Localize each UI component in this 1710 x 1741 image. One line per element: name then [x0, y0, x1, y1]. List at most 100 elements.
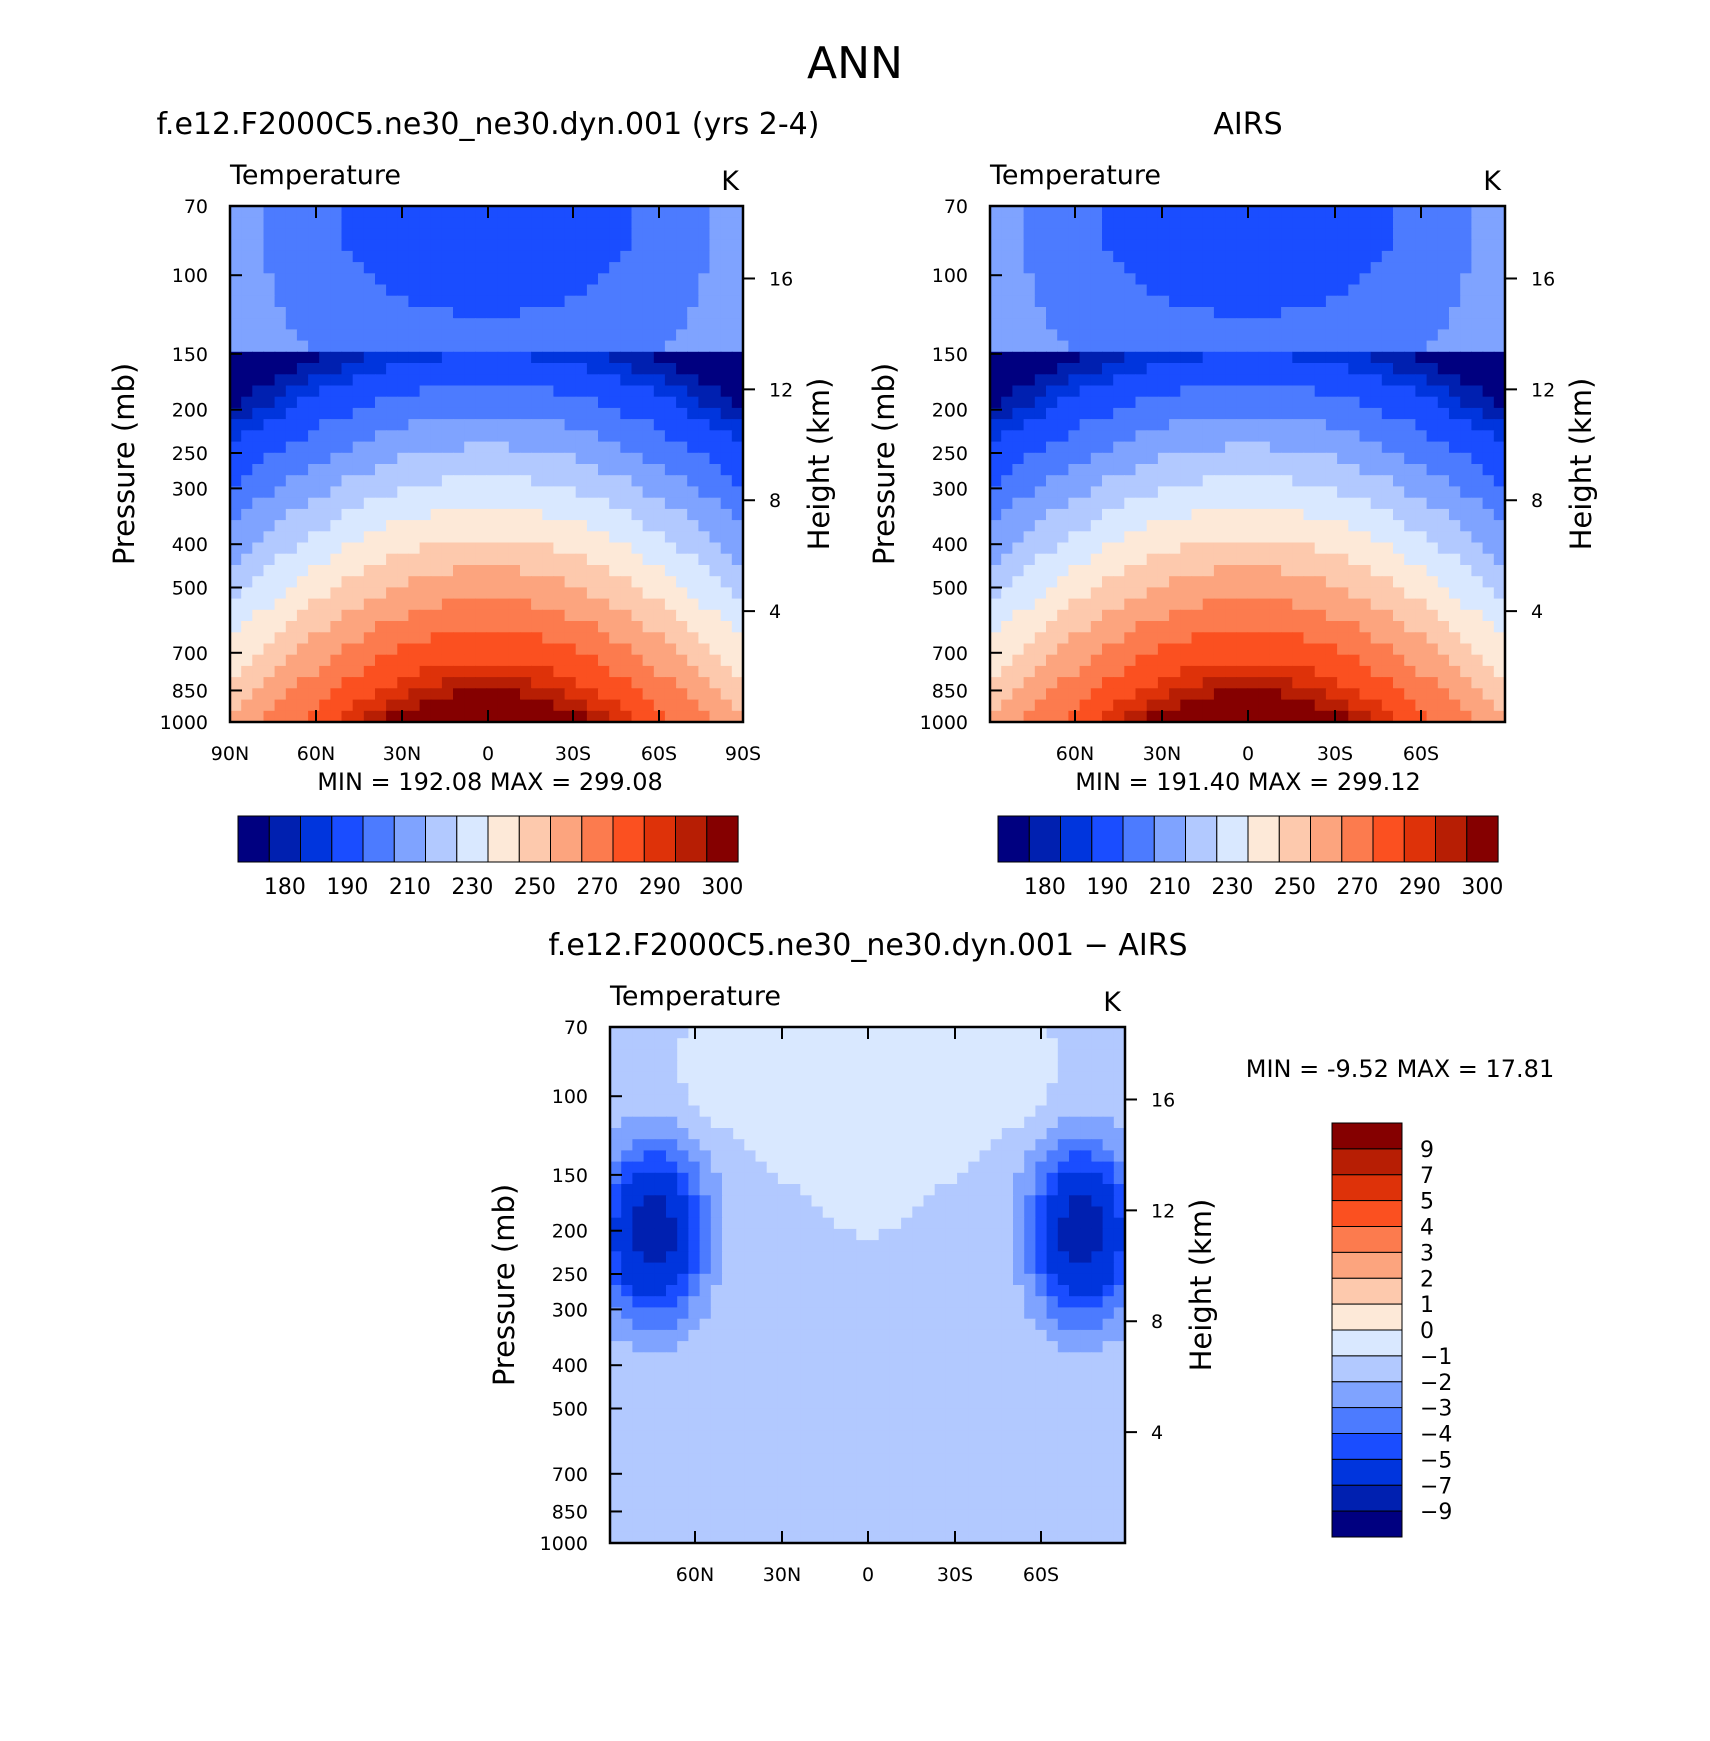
field-cell	[1370, 531, 1383, 544]
field-cell	[811, 1150, 824, 1163]
field-cell	[1180, 430, 1193, 443]
field-cell	[699, 1116, 712, 1129]
field-cell	[1102, 1116, 1115, 1129]
field-cell	[631, 284, 644, 297]
field-cell	[990, 497, 1002, 510]
field-cell	[1337, 710, 1349, 723]
field-cell	[453, 632, 465, 645]
field-cell	[1113, 419, 1125, 431]
field-cell	[508, 340, 521, 353]
field-cell	[508, 206, 521, 218]
field-cell	[620, 307, 633, 319]
field-cell	[1157, 497, 1170, 510]
field-cell	[1404, 486, 1416, 499]
field-cell	[252, 565, 265, 577]
field-cell	[699, 1128, 712, 1140]
field-cell	[653, 385, 666, 398]
field-cell	[330, 643, 343, 656]
field-cell	[531, 351, 543, 364]
field-cell	[654, 1071, 667, 1084]
field-cell	[653, 565, 666, 577]
field-cell	[319, 710, 331, 723]
field-cell	[542, 318, 555, 330]
field-cell	[642, 576, 655, 588]
field-cell	[341, 553, 354, 566]
field-cell	[453, 430, 465, 443]
field-cell	[664, 576, 677, 588]
field-cell	[352, 609, 365, 622]
field-cell	[1001, 441, 1013, 454]
field-cell	[1393, 351, 1405, 364]
field-cell	[1001, 1038, 1014, 1050]
field-cell	[363, 621, 376, 633]
field-cell	[1113, 665, 1125, 678]
field-cell	[642, 284, 655, 297]
field-cell	[475, 553, 488, 566]
field-cell	[453, 497, 465, 510]
field-cell	[285, 441, 298, 454]
field-cell	[397, 239, 410, 252]
field-cell	[285, 250, 298, 263]
field-cell	[575, 508, 588, 521]
field-cell	[1269, 475, 1282, 487]
field-cell	[631, 677, 644, 689]
field-cell	[687, 295, 699, 308]
field-cell	[1337, 587, 1349, 600]
field-cell	[733, 1083, 745, 1095]
field-cell	[1236, 452, 1249, 465]
field-cell	[609, 654, 621, 667]
field-cell	[1482, 419, 1495, 431]
field-cell	[620, 497, 633, 510]
field-cell	[620, 273, 633, 286]
field-cell	[720, 475, 733, 487]
field-cell	[1281, 239, 1293, 252]
field-cell	[1449, 307, 1461, 319]
field-cell	[1124, 329, 1137, 342]
field-cell	[1292, 565, 1305, 577]
field-cell	[1493, 351, 1506, 364]
field-cell	[1292, 643, 1305, 656]
field-cell	[308, 452, 320, 465]
field-cell	[598, 587, 610, 600]
field-cell	[1404, 565, 1416, 577]
field-cell	[1012, 565, 1025, 577]
field-cell	[486, 677, 499, 689]
field-cell	[441, 542, 454, 555]
field-cell	[296, 621, 309, 633]
field-cell	[531, 508, 543, 521]
field-cell	[709, 486, 722, 499]
field-cell	[285, 374, 298, 387]
field-cell	[1202, 531, 1215, 544]
field-cell	[642, 632, 655, 645]
field-cell	[687, 565, 699, 577]
field-cell	[687, 677, 699, 689]
field-cell	[564, 217, 577, 229]
field-cell	[1068, 363, 1081, 375]
field-cell	[720, 677, 733, 689]
field-cell	[1180, 587, 1193, 600]
field-cell	[1449, 464, 1461, 476]
field-cell	[1225, 295, 1237, 308]
field-cell	[263, 396, 276, 409]
field-cell	[1191, 419, 1204, 431]
field-cell	[1359, 385, 1372, 398]
field-cell	[1437, 520, 1450, 532]
field-cell	[363, 699, 376, 712]
field-cell	[1023, 407, 1036, 420]
field-cell	[497, 710, 510, 723]
field-cell	[1404, 542, 1416, 555]
field-cell	[1157, 609, 1170, 622]
field-cell	[1471, 351, 1484, 364]
field-cell	[453, 587, 465, 600]
field-cell	[1180, 351, 1193, 364]
field-cell	[1157, 396, 1170, 409]
field-cell	[1460, 542, 1472, 555]
field-cell	[1012, 497, 1025, 510]
field-cell	[553, 699, 566, 712]
field-cell	[1135, 217, 1148, 229]
field-cell	[1146, 643, 1159, 656]
field-cell	[1258, 441, 1271, 454]
field-cell	[666, 1161, 678, 1174]
field-cell	[352, 520, 365, 532]
